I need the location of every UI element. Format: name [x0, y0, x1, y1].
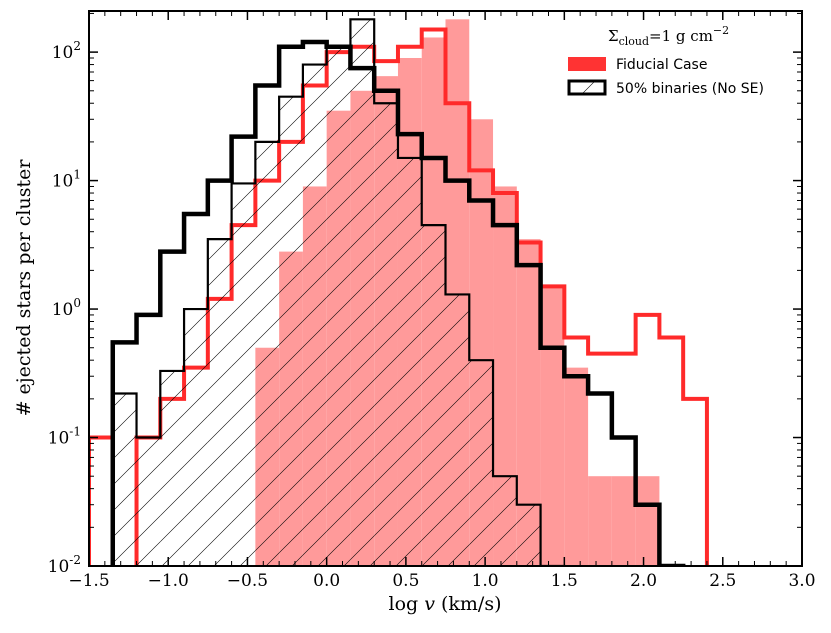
binaries-hatched-bar	[112, 393, 137, 566]
y-axis-title: # ejected stars per cluster	[13, 159, 35, 417]
plot-frame	[88, 10, 803, 567]
y-tick-label: 10-2	[48, 553, 81, 577]
fiducial-filled-bar	[516, 239, 541, 566]
binaries-step-line	[110, 39, 686, 566]
fiducial-filled-bar	[564, 367, 589, 566]
axes: −1.5 −1.0 −0.5 0.0 0.5 1.0 1.5 2.0 2.5 3.0 10-2 10-…	[48, 10, 816, 591]
y-tick-label: 102	[52, 39, 81, 63]
x-tick-label: −1.5	[68, 571, 109, 591]
legend-title: Σcloud=1 g cm−2	[608, 24, 729, 48]
binaries-hatched-series	[111, 18, 566, 566]
plot-area	[89, 18, 709, 566]
binaries-hatched-bar	[184, 309, 208, 566]
binaries-hatched-bar	[136, 437, 161, 566]
fiducial-filled-bar	[635, 476, 660, 566]
x-tick-label: 1.5	[551, 571, 578, 591]
x-tick-label: −0.5	[227, 571, 268, 591]
fiducial-filled-bar	[588, 476, 612, 566]
fiducial-filled-bar	[611, 476, 636, 566]
x-tick-label: 3.0	[788, 571, 815, 591]
binaries-hatched-bar	[350, 19, 375, 566]
binaries-hatched-bar	[231, 183, 256, 566]
binaries-hatched-bar	[516, 504, 541, 566]
binaries-hatched-bar	[160, 370, 185, 566]
binaries-hatched-bar	[445, 294, 470, 566]
legend-swatch-fiducial	[568, 57, 606, 71]
y-tick-label: 101	[52, 168, 81, 192]
x-tick-label: 2.0	[630, 571, 657, 591]
binaries-hatched-bar	[326, 46, 351, 566]
binaries-hatched-bar	[255, 141, 280, 566]
fiducial-filled-bar	[493, 186, 517, 566]
x-tick-label: 1.0	[472, 571, 499, 591]
binaries-hatched-bar	[302, 64, 327, 566]
y-tick-label: 100	[52, 296, 81, 320]
fiducial-filled-bar	[540, 286, 565, 566]
x-axis-title: log v (km/s)	[389, 593, 502, 615]
binaries-hatched-bar	[279, 96, 303, 566]
binaries-hatched-bar	[421, 225, 446, 566]
legend: Σcloud=1 g cm−2 Fiducial Case 50% binari…	[567, 24, 764, 97]
legend-swatch-binaries	[567, 79, 607, 96]
x-tick-label: 0.5	[392, 571, 419, 591]
x-tick-label: 0.0	[313, 571, 340, 591]
legend-label-fiducial: Fiducial Case	[616, 57, 707, 73]
y-tick-label: 10-1	[48, 425, 81, 449]
legend-label-binaries: 50% binaries (No SE)	[616, 81, 764, 97]
binaries-hatched-bar	[493, 476, 517, 566]
binaries-hatched-bar	[374, 103, 398, 566]
x-tick-label: −1.0	[148, 571, 189, 591]
binaries-hatched-bar	[207, 239, 232, 566]
x-tick-label: 2.5	[709, 571, 736, 591]
binaries-hatched-bar	[469, 360, 494, 566]
binaries-hatched-bar	[397, 157, 422, 566]
